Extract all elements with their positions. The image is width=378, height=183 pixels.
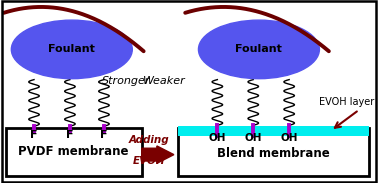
Text: EVOH layer: EVOH layer xyxy=(319,98,374,107)
Text: Weaker: Weaker xyxy=(143,76,186,85)
Text: PVDF membrane: PVDF membrane xyxy=(19,145,129,158)
Text: Adding: Adding xyxy=(128,135,169,145)
Text: F: F xyxy=(30,130,38,139)
Text: Stronger: Stronger xyxy=(102,76,151,85)
FancyBboxPatch shape xyxy=(178,126,369,136)
Text: Blend membrane: Blend membrane xyxy=(217,147,330,160)
Text: OH: OH xyxy=(209,133,226,143)
Text: OH: OH xyxy=(280,133,298,143)
FancyBboxPatch shape xyxy=(6,128,142,176)
Circle shape xyxy=(11,20,132,79)
Text: Foulant: Foulant xyxy=(235,44,282,54)
Text: F: F xyxy=(66,130,74,139)
Text: Foulant: Foulant xyxy=(48,44,95,54)
FancyBboxPatch shape xyxy=(178,128,369,176)
Text: F: F xyxy=(100,130,108,139)
Text: OH: OH xyxy=(245,133,262,143)
Text: EVOH: EVOH xyxy=(132,156,165,166)
FancyArrow shape xyxy=(142,146,174,163)
Circle shape xyxy=(198,20,319,79)
